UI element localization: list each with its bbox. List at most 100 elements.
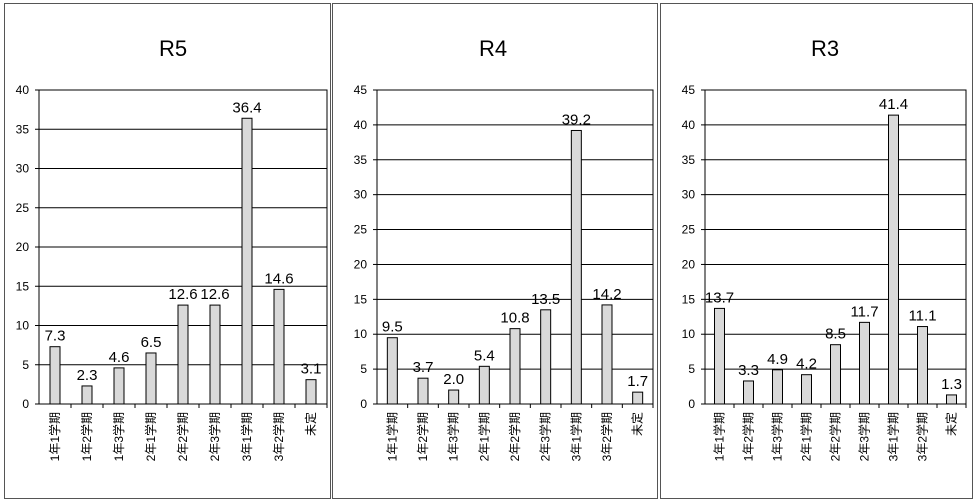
chart-panel-r3: R3 0 5 10 15 20 25 30 35 40 45 13.7 1年1学期 3.3 1年2学期 4.9…: [660, 3, 973, 499]
y-tick-label: 15: [682, 292, 696, 306]
category-label: 2年1学期: [799, 412, 814, 461]
category-label: 1年1学期: [384, 412, 399, 461]
bar-value-label: 13.7: [705, 289, 734, 306]
bar-value-label: 3.7: [413, 359, 434, 376]
y-tick-label: 15: [16, 279, 30, 293]
bar: [273, 288, 285, 405]
category-label: 未定: [630, 412, 645, 436]
category-label: 1年2学期: [741, 412, 756, 461]
bar-chart-r3: R3 0 5 10 15 20 25 30 35 40 45 13.7 1年1学期 3.3 1年2学期 4.9…: [682, 36, 967, 461]
y-tick-label: 20: [682, 257, 696, 271]
bar-value-label: 39.2: [562, 111, 591, 128]
bar-value-label: 12.6: [200, 286, 229, 303]
bar: [241, 117, 253, 405]
category-label: 1年1学期: [712, 412, 727, 461]
category-label: 1年2学期: [79, 412, 94, 461]
y-tick-label: 40: [16, 83, 30, 97]
bar-value-label: 13.5: [531, 291, 560, 308]
category-label: 2年2学期: [507, 412, 522, 461]
bar: [49, 346, 61, 405]
bar-value-label: 10.8: [500, 310, 529, 327]
bar-value-label: 4.2: [796, 356, 817, 373]
category-label: 2年3学期: [538, 412, 553, 461]
y-tick-label: 30: [16, 162, 30, 176]
y-tick-label: 15: [354, 292, 368, 306]
bar-value-label: 2.0: [443, 371, 464, 388]
bar-value-label: 11.1: [908, 308, 936, 325]
y-tick-label: 35: [16, 122, 30, 136]
bar-value-label: 6.5: [141, 334, 162, 351]
category-label: 3年1学期: [239, 412, 254, 461]
y-tick-label: 25: [354, 223, 368, 237]
category-label: 3年1学期: [886, 412, 901, 461]
category-label: 1年3学期: [446, 412, 461, 461]
bar: [714, 307, 725, 405]
category-label: 1年3学期: [111, 412, 126, 461]
category-label: 2年1学期: [143, 412, 158, 461]
category-label: 1年1学期: [47, 412, 62, 461]
bar-chart-r4: R4 0 5 10 15 20 25 30 35 40 45 9.5 1年1学期 3.7 1年2学期 2.0 1…: [354, 36, 654, 461]
category-label: 1年2学期: [415, 412, 430, 461]
category-label: 未定: [944, 412, 959, 436]
bar: [113, 367, 125, 405]
y-tick-label: 35: [682, 153, 696, 167]
chart-title: R4: [479, 36, 507, 61]
bar-value-label: 7.3: [45, 328, 66, 345]
category-label: 1年3学期: [770, 412, 785, 461]
category-label: 2年2学期: [828, 412, 843, 461]
y-tick-label: 40: [682, 118, 696, 132]
bar: [177, 304, 189, 405]
bar-value-label: 36.4: [232, 99, 261, 116]
y-tick-label: 5: [360, 362, 367, 376]
y-tick-label: 20: [16, 240, 30, 254]
bar: [540, 309, 552, 405]
bar: [509, 328, 521, 405]
chart-title: R5: [159, 36, 187, 61]
category-label: 3年1学期: [568, 412, 583, 461]
bar: [209, 304, 221, 405]
bar-value-label: 5.4: [474, 347, 495, 364]
bar: [417, 377, 429, 405]
y-tick-label: 30: [354, 188, 368, 202]
bar-chart-r5: R5 0 5 10 15 20 25 30 35 40 7.3 1年1学期 2.3 1年2学期 4.6 1年3…: [16, 36, 328, 461]
bar-value-label: 1.7: [627, 373, 648, 390]
category-label: 3年2学期: [915, 412, 930, 461]
category-label: 2年1学期: [476, 412, 491, 461]
y-tick-label: 10: [16, 319, 30, 333]
bar-value-label: 4.9: [767, 351, 788, 368]
bar: [448, 389, 460, 405]
bar: [632, 391, 644, 405]
bar: [570, 129, 582, 405]
bar-value-label: 3.3: [738, 362, 759, 379]
y-tick-label: 30: [682, 188, 696, 202]
y-tick-label: 5: [688, 362, 695, 376]
bar: [145, 352, 157, 405]
bar: [743, 380, 754, 405]
category-label: 2年3学期: [207, 412, 222, 461]
bar: [478, 365, 490, 405]
y-tick-label: 25: [16, 201, 30, 215]
bar-value-label: 14.2: [592, 286, 621, 303]
bar: [305, 379, 317, 405]
y-tick-label: 0: [360, 397, 367, 411]
chart-title: R3: [811, 36, 839, 61]
bar: [386, 337, 398, 405]
bar: [601, 304, 613, 405]
bar: [772, 369, 783, 405]
bar: [859, 321, 870, 405]
bar-value-label: 4.6: [109, 349, 130, 366]
y-tick-label: 45: [682, 83, 696, 97]
y-tick-label: 40: [354, 118, 368, 132]
category-label: 未定: [303, 412, 318, 436]
bar-value-label: 11.7: [850, 303, 878, 320]
bar: [830, 344, 841, 405]
y-tick-label: 10: [354, 327, 368, 341]
category-label: 2年2学期: [175, 412, 190, 461]
bar-value-label: 1.3: [941, 376, 962, 393]
bar-value-label: 12.6: [168, 286, 197, 303]
category-label: 3年2学期: [271, 412, 286, 461]
bar: [81, 385, 93, 405]
y-tick-label: 45: [354, 83, 368, 97]
bar: [946, 394, 957, 405]
